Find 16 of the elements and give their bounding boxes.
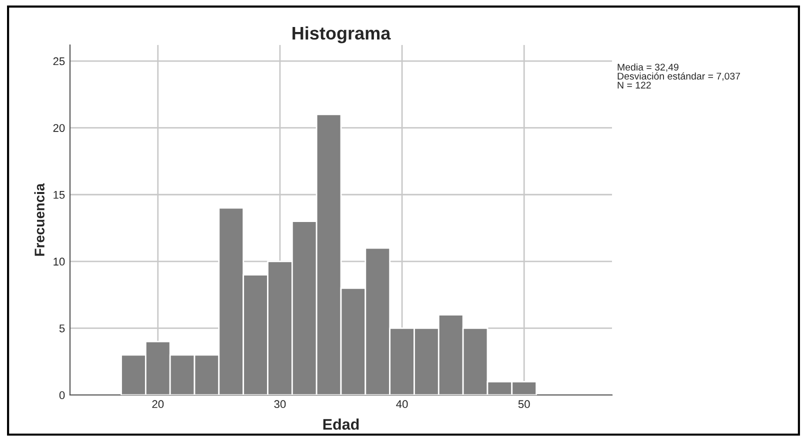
y-tick-label: 0 xyxy=(59,391,65,400)
x-tick-label: 50 xyxy=(518,400,530,408)
x-tick-label: 20 xyxy=(152,400,164,408)
x-axis-title: Edad xyxy=(323,418,359,430)
y-tick-label: 10 xyxy=(54,258,65,266)
y-tick-label: 15 xyxy=(54,191,65,199)
x-tick-label: 40 xyxy=(396,400,408,408)
y-tick-label: 25 xyxy=(53,57,65,66)
y-axis-title: Frecuencia xyxy=(34,183,44,256)
chart-title: Histograma xyxy=(292,26,391,44)
text: N = 122 xyxy=(618,82,651,89)
y-tick-label: 5 xyxy=(59,324,65,332)
y-tick-label: 20 xyxy=(53,124,65,132)
x-tick-label: 30 xyxy=(274,400,286,408)
text: Desviación estándar = 7,037 xyxy=(618,72,740,81)
text: Media = 32,49 xyxy=(618,63,678,72)
